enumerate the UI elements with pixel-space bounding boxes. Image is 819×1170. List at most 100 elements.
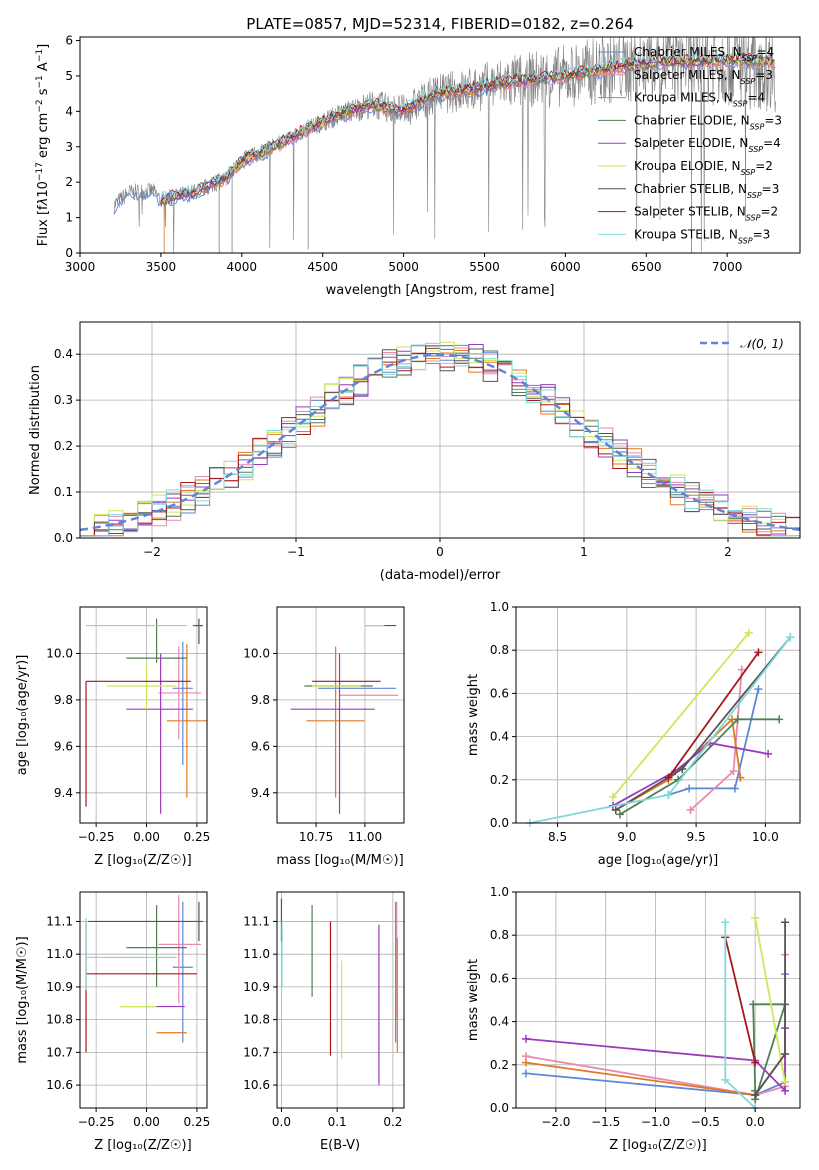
model-line-chabrier_stelib — [160, 53, 775, 203]
weight-point-kroupa_elodie — [744, 628, 753, 637]
residuals-xtick-label: 2 — [724, 545, 732, 559]
legend-label-kroupa_elodie: Kroupa ELODIE, NSSP=2 — [634, 159, 773, 177]
weight-line-kroupa_stelib — [724, 922, 756, 1109]
mass_vs_Z-ytick-label: 11.0 — [46, 947, 73, 961]
weight-point-salpeter_stelib — [754, 648, 763, 657]
mass_vs_ebv-ytick-label: 10.9 — [243, 980, 270, 994]
weight_vs_Z-xtick-label: −1.5 — [591, 1115, 620, 1129]
weight_vs_age-xtick-label: 10.0 — [752, 830, 779, 844]
weight-point-chabrier_stelib — [678, 765, 687, 773]
weight-point-salpeter_stelib — [751, 1058, 760, 1067]
weight_vs_age-ytick-label: 1.0 — [490, 600, 509, 614]
mass_vs_Z-ytick-label: 10.7 — [46, 1045, 73, 1059]
spectrum-ytick-label: 0 — [65, 246, 73, 260]
spectrum-xtick-label: 5500 — [469, 260, 500, 274]
mass_vs_Z-ytick-label: 10.8 — [46, 1013, 73, 1027]
legend-label-chabrier_miles: Chabrier MILES, NSSP=4 — [634, 45, 774, 63]
spectrum-ytick-label: 4 — [65, 104, 73, 118]
age_vs_Z-ytick-label: 9.6 — [54, 739, 73, 753]
weight-line-salpeter_stelib — [667, 651, 760, 779]
weight_vs_age-ytick-label: 0.4 — [490, 730, 509, 744]
weight-point-chabrier_miles — [685, 784, 694, 793]
age_vs_mass-xtick-label: 10.75 — [299, 830, 333, 844]
residuals-ylabel: Normed distribution — [28, 365, 43, 495]
residuals-ytick-label: 0.0 — [54, 531, 73, 545]
spectrum-xtick-label: 7000 — [712, 260, 743, 274]
weight-point-chabrier_miles — [754, 685, 763, 694]
age_vs_mass-ytick-label: 9.8 — [251, 693, 270, 707]
weight-point-salpeter_miles — [686, 806, 695, 815]
age_vs_mass-frame — [276, 606, 405, 824]
weight_vs_Z-xtick-label: −2.0 — [541, 1115, 570, 1129]
weight-line-kroupa_stelib — [529, 636, 792, 824]
legend-label-kroupa_stelib: Kroupa STELIB, NSSP=3 — [634, 227, 770, 245]
mass_vs_ebv-frame — [276, 891, 405, 1109]
age_vs_mass-panel: 10.75 11.00 9.4 9.6 9.8 10.0 mass [log₁₀(M/M☉)… — [243, 606, 405, 868]
weight-point-kroupa_elodie — [781, 1078, 790, 1087]
weight_vs_Z-ylabel: mass weight — [466, 959, 481, 1041]
mass_vs_ebv-ytick-label: 10.8 — [243, 1013, 270, 1027]
weight_vs_Z-ytick-label: 0.2 — [490, 1058, 509, 1072]
weight_vs_Z-ytick-label: 0.8 — [490, 928, 509, 942]
spectrum-xtick-label: 4500 — [307, 260, 338, 274]
weight_vs_Z-xtick-label: −1.0 — [641, 1115, 670, 1129]
weight-line-chabrier_miles — [668, 688, 760, 796]
residuals-panel: −2 −1 0 1 2 0.0 0.1 0.2 0.3 0.4 (data-model)/erro… — [28, 321, 801, 583]
weight-point-chabrier_stelib — [611, 806, 620, 815]
residuals-ytick-label: 0.1 — [54, 485, 73, 499]
residuals-xtick-label: 0 — [436, 545, 444, 559]
mass_vs_ebv-panel: 0.0 0.1 0.2 10.6 10.7 10.8 10.9 11.0 11.1 E(B-V) — [243, 891, 405, 1153]
age_vs_Z-frame — [79, 606, 208, 824]
weight_vs_age-xlabel: age [log₁₀(age/yr)] — [598, 853, 719, 868]
weight-line-salpeter_stelib — [724, 937, 757, 1063]
weight_vs_age-xtick-label: 9.0 — [617, 830, 636, 844]
weight-point-salpeter_miles — [729, 767, 738, 776]
mass_vs_Z-xlabel: Z [log₁₀(Z/Z☉)] — [94, 1138, 191, 1153]
legend-label-kroupa_miles: Kroupa MILES, NSSP=4 — [634, 91, 765, 109]
age_vs_Z-xtick-label: −0.25 — [78, 830, 115, 844]
weight-line-kroupa_elodie — [754, 917, 786, 1083]
spectrum-ylabel: Flux [fλ10−17 erg cm−2 s−1 A−1] — [35, 44, 51, 246]
mass_vs_Z-xtick-label: −0.25 — [78, 1115, 115, 1129]
age_vs_mass-ytick-label: 10.0 — [243, 646, 270, 660]
spectrum-xtick-label: 6000 — [550, 260, 581, 274]
weight_vs_Z-xlabel: Z [log₁₀(Z/Z☉)] — [609, 1138, 706, 1153]
spectrum-xtick-label: 4000 — [227, 260, 258, 274]
mass_vs_ebv-ytick-label: 10.7 — [243, 1045, 270, 1059]
legend-label-chabrier_elodie: Chabrier ELODIE, NSSP=3 — [634, 113, 782, 130]
model-line-salpeter_stelib — [160, 52, 775, 202]
weight_vs_Z-ytick-label: 0.6 — [490, 971, 509, 985]
weight_vs_Z-panel: −2.0 −1.5 −1.0 −0.5 0.0 0.0 0.2 0.4 0.6 0.8 1.0 Z [… — [466, 885, 801, 1153]
legend-label-chabrier_stelib: Chabrier STELIB, NSSP=3 — [634, 182, 779, 200]
gauss-curve — [79, 353, 801, 532]
mass_vs_Z-ytick-label: 11.1 — [46, 914, 73, 928]
weight-point-chabrier_stelib — [781, 918, 790, 927]
spectrum-xlabel: wavelength [Angstrom, rest frame] — [326, 283, 555, 298]
mass_vs_Z-xtick-label: 0.25 — [184, 1115, 211, 1129]
weight-line-chabrier_stelib — [615, 636, 791, 811]
weight_vs_age-xtick-label: 8.5 — [548, 830, 567, 844]
legend-label-salpeter_miles: Salpeter MILES, NSSP=3 — [634, 68, 773, 86]
residuals-xlabel: (data-model)/error — [380, 568, 501, 583]
mass_vs_ebv-xtick-label: 0.0 — [272, 1115, 291, 1129]
weight-point-chabrier_elodie — [733, 715, 742, 724]
weight-line-chabrier_elodie — [752, 1003, 787, 1100]
weight_vs_age-ytick-label: 0.8 — [490, 643, 509, 657]
weight_vs_Z-xtick-label: 0.0 — [746, 1115, 765, 1129]
weight-point-salpeter_elodie — [521, 1034, 530, 1043]
spectrum-ytick-label: 3 — [65, 140, 73, 154]
weight-point-kroupa_stelib — [786, 633, 795, 642]
weight-point-kroupa_elodie — [608, 793, 617, 802]
weight_vs_age-ytick-label: 0.2 — [490, 773, 509, 787]
age_vs_mass-xtick-label: 11.00 — [348, 830, 382, 844]
age_vs_mass-ytick-label: 9.6 — [251, 739, 270, 753]
gauss-legend-label: 𝒩(0, 1) — [740, 337, 784, 351]
weight-line-kroupa_elodie — [612, 632, 750, 798]
weight_vs_age-xtick-label: 9.5 — [687, 830, 706, 844]
legend-label-salpeter_stelib: Salpeter STELIB, NSSP=2 — [634, 205, 778, 223]
mass_vs_ebv-xtick-label: 0.2 — [383, 1115, 402, 1129]
weight_vs_Z-ytick-label: 1.0 — [490, 885, 509, 899]
residuals-xtick-label: −2 — [143, 545, 161, 559]
mass_vs_ebv-xlabel: E(B-V) — [320, 1138, 360, 1153]
